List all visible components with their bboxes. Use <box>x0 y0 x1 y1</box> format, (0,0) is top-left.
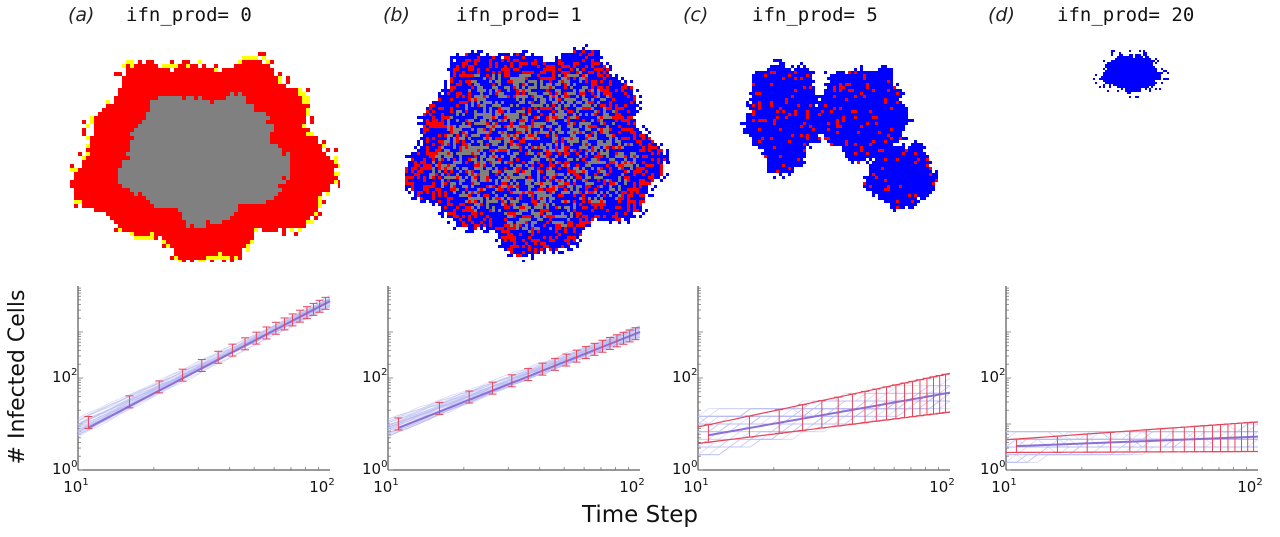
plot-d: 100 102 101 102 <box>980 286 1263 496</box>
plot-c: 100 102 101 102 <box>672 286 955 496</box>
trajectory-line <box>77 305 331 438</box>
x-tick-label: 102 <box>309 477 334 496</box>
y-tick-label: 102 <box>52 367 77 386</box>
mean-line <box>1016 435 1259 448</box>
y-tick-label: 102 <box>672 367 697 386</box>
error-bars <box>84 296 330 429</box>
x-tick-label: 101 <box>63 477 88 496</box>
trajectory-line <box>77 298 331 419</box>
trajectory-line <box>698 385 950 433</box>
panel-d-label: (d) <box>988 4 1015 26</box>
y-tick-label: 102 <box>362 367 387 386</box>
plot-b: 100 102 101 102 <box>362 286 645 496</box>
mean-line <box>708 391 951 437</box>
mean-line <box>398 331 641 429</box>
error-envelope <box>1005 421 1259 441</box>
y-tick-label: 102 <box>980 367 1005 386</box>
mean-line <box>87 300 331 429</box>
error-bars <box>394 327 640 431</box>
error-envelope <box>1005 450 1258 454</box>
trajectory-line <box>1006 423 1258 433</box>
y-tick-label: 100 <box>52 459 77 478</box>
trajectory-line <box>387 330 641 428</box>
y-tick-label: 100 <box>980 459 1005 478</box>
error-envelope <box>697 372 951 428</box>
snapshot-b <box>405 44 670 262</box>
snapshot-a <box>70 52 340 262</box>
x-tick-label: 101 <box>373 477 398 496</box>
panel-c-label: (c) <box>683 4 709 26</box>
x-tick-label: 102 <box>1237 477 1262 496</box>
error-envelope <box>697 411 951 445</box>
trajectory-line <box>387 334 641 434</box>
y-axis-label-text: # Infected Cells <box>5 290 30 465</box>
x-tick-label: 102 <box>619 477 644 496</box>
snapshot-cells <box>740 59 938 212</box>
plot-a: 100 102 101 102 <box>52 286 335 496</box>
panel-c-title: ifn_prod= 5 <box>752 4 878 26</box>
panel-b-title: ifn_prod= 1 <box>456 4 582 26</box>
y-axis-label: # Infected Cells <box>5 290 30 465</box>
snapshot-cells <box>70 52 340 262</box>
x-tick-label: 101 <box>683 477 708 496</box>
trajectory-line <box>77 306 331 425</box>
panel-a-title: ifn_prod= 0 <box>126 4 252 26</box>
y-tick-label: 100 <box>362 459 387 478</box>
x-tick-label: 102 <box>929 477 954 496</box>
panel-a-label: (a) <box>68 4 95 26</box>
snapshot-c <box>740 59 938 212</box>
panel-d-title: ifn_prod= 20 <box>1057 4 1195 26</box>
trajectory-line <box>77 297 331 428</box>
panel-b-label: (b) <box>383 4 410 26</box>
x-tick-label: 101 <box>991 477 1016 496</box>
snapshot-cells <box>405 44 670 262</box>
snapshot-cells <box>1093 50 1169 98</box>
snapshot-d <box>1093 50 1169 98</box>
y-tick-label: 100 <box>672 459 697 478</box>
x-axis-label: Time Step <box>582 502 698 528</box>
